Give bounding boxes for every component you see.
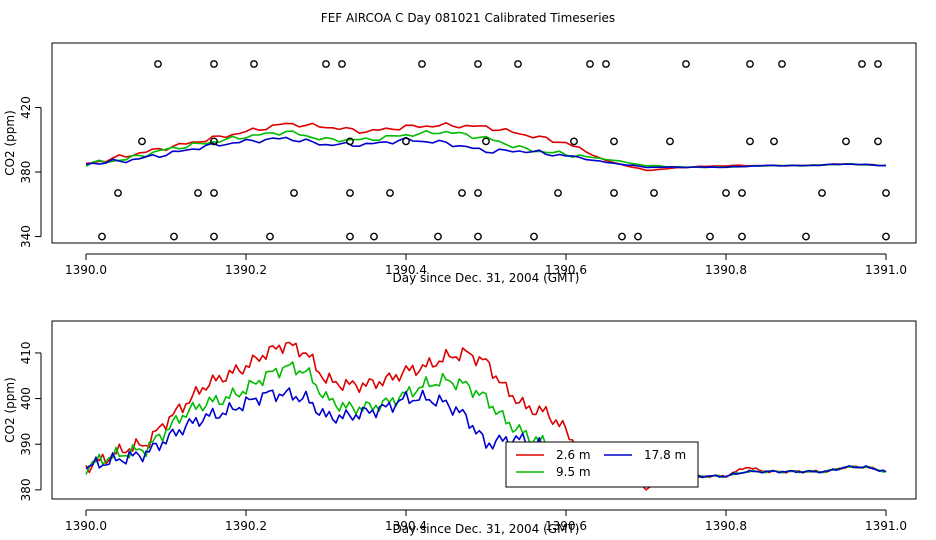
flag-marker bbox=[618, 232, 626, 241]
flag-marker bbox=[210, 137, 218, 146]
flag-marker bbox=[194, 189, 202, 197]
series-line-17-8-m bbox=[85, 136, 887, 169]
flag-marker bbox=[882, 232, 890, 241]
flag-marker bbox=[138, 137, 146, 146]
flag-marker bbox=[514, 60, 522, 68]
x-tick-label: 1390.6 bbox=[545, 263, 587, 277]
y-tick-label: 380 bbox=[19, 478, 33, 501]
x-axis-label: Day since Dec. 31, 2004 (GMT) bbox=[393, 522, 580, 536]
legend-label: 2.6 m bbox=[556, 448, 591, 462]
y-tick-label: 340 bbox=[19, 225, 33, 248]
flag-marker bbox=[770, 137, 778, 146]
flag-marker bbox=[738, 232, 746, 241]
flag-marker bbox=[610, 189, 618, 197]
x-tick-label: 1390.8 bbox=[705, 519, 747, 533]
flag-marker bbox=[746, 137, 754, 146]
flag-marker bbox=[338, 60, 346, 68]
flag-marker bbox=[418, 60, 426, 68]
flag-marker bbox=[818, 189, 826, 197]
flag-marker bbox=[874, 60, 882, 68]
flag-marker bbox=[154, 60, 162, 68]
flag-marker bbox=[882, 189, 890, 197]
flag-marker bbox=[346, 232, 354, 241]
x-tick-label: 1390.0 bbox=[65, 263, 107, 277]
flag-marker bbox=[802, 232, 810, 241]
flag-marker bbox=[346, 137, 354, 146]
legend-label: 17.8 m bbox=[644, 448, 686, 462]
figure-title: FEF AIRCOA C Day 081021 Calibrated Times… bbox=[321, 11, 615, 25]
flag-marker bbox=[474, 60, 482, 68]
flag-marker bbox=[706, 232, 714, 241]
plot-frame bbox=[51, 42, 917, 244]
flag-marker bbox=[386, 189, 394, 197]
flag-marker bbox=[434, 232, 442, 241]
x-tick-label: 1391.0 bbox=[865, 263, 907, 277]
x-tick-label: 1390.6 bbox=[545, 519, 587, 533]
flag-marker bbox=[586, 60, 594, 68]
y-tick-label: 380 bbox=[19, 161, 33, 184]
flag-marker bbox=[682, 60, 690, 68]
flag-marker bbox=[874, 137, 882, 146]
series-line-2-6-m bbox=[85, 122, 886, 172]
flag-marker bbox=[266, 232, 274, 241]
flag-marker bbox=[738, 189, 746, 197]
y-tick-label: 400 bbox=[19, 387, 33, 410]
series-line-9-5-m bbox=[85, 361, 887, 479]
series-line-17-8-m bbox=[85, 387, 887, 479]
x-tick-label: 1390.4 bbox=[385, 263, 427, 277]
legend-label: 9.5 m bbox=[556, 465, 591, 479]
y-axis-label: CO2 (ppm) bbox=[3, 377, 17, 443]
legend-box bbox=[505, 441, 699, 488]
y-tick-label: 390 bbox=[19, 433, 33, 456]
flag-marker bbox=[210, 232, 218, 241]
flag-marker bbox=[210, 189, 218, 197]
x-tick-label: 1390.4 bbox=[385, 519, 427, 533]
x-tick-label: 1390.2 bbox=[225, 263, 267, 277]
flag-marker bbox=[858, 60, 866, 68]
flag-marker bbox=[602, 60, 610, 68]
x-tick-label: 1390.0 bbox=[65, 519, 107, 533]
series-line-2-6-m bbox=[85, 341, 887, 491]
flag-marker bbox=[722, 189, 730, 197]
flag-marker bbox=[98, 232, 106, 241]
flag-marker bbox=[610, 137, 618, 146]
legend: 2.6 m 9.5 m 17.8 m bbox=[505, 441, 699, 488]
flag-marker bbox=[530, 232, 538, 241]
x-tick-label: 1391.0 bbox=[865, 519, 907, 533]
lower-panel: 1390.0 1390.2 1390.4 1390.6 1390.8 1391.0 Day … bbox=[3, 320, 917, 536]
flag-marker bbox=[346, 189, 354, 197]
flag-marker bbox=[746, 60, 754, 68]
flag-marker bbox=[666, 137, 674, 146]
flag-marker bbox=[570, 137, 578, 146]
flag-marker bbox=[402, 137, 410, 146]
y-tick-label: 420 bbox=[19, 96, 33, 119]
flag-marker bbox=[370, 232, 378, 241]
flag-marker bbox=[650, 189, 658, 197]
flag-marker bbox=[482, 137, 490, 146]
x-axis-label: Day since Dec. 31, 2004 (GMT) bbox=[393, 271, 580, 285]
x-tick-label: 1390.8 bbox=[705, 263, 747, 277]
flag-marker bbox=[114, 189, 122, 197]
plot-frame bbox=[51, 320, 917, 500]
flag-marker bbox=[474, 189, 482, 197]
flag-marker bbox=[474, 232, 482, 241]
flag-marker bbox=[322, 60, 330, 68]
flag-marker bbox=[634, 232, 642, 241]
flag-marker bbox=[250, 60, 258, 68]
upper-panel: 1390.0 1390.2 1390.4 1390.6 1390.8 1391.0 Day … bbox=[3, 42, 917, 285]
flag-marker bbox=[458, 189, 466, 197]
flag-marker bbox=[778, 60, 786, 68]
flag-marker bbox=[170, 232, 178, 241]
x-tick-label: 1390.2 bbox=[225, 519, 267, 533]
flag-marker bbox=[554, 189, 562, 197]
y-axis-label: CO2 (ppm) bbox=[3, 110, 17, 176]
series-line-9-5-m bbox=[85, 130, 887, 169]
flag-marker bbox=[290, 189, 298, 197]
flag-marker bbox=[210, 60, 218, 68]
flag-marker bbox=[842, 137, 850, 146]
y-tick-label: 410 bbox=[19, 341, 33, 364]
